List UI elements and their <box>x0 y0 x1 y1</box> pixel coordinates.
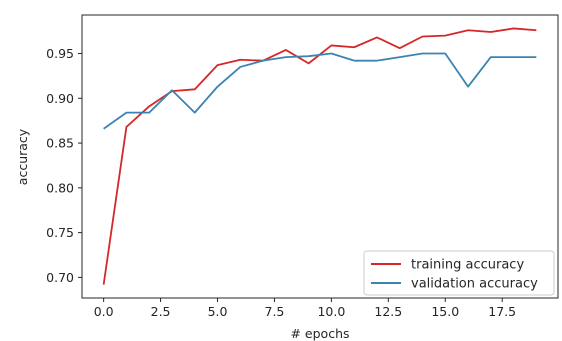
y-tick-label: 0.80 <box>46 180 74 195</box>
y-tick-label: 0.85 <box>46 136 74 151</box>
x-tick-label: 0.0 <box>94 304 114 319</box>
validation-accuracy-line <box>103 52 537 130</box>
y-tick-label: 0.70 <box>46 270 74 285</box>
x-tick-label: 12.5 <box>374 304 402 319</box>
y-tick-label: 0.75 <box>46 225 74 240</box>
x-tick-label: 17.5 <box>488 304 516 319</box>
x-axis-label: # epochs <box>290 326 349 341</box>
legend-label-training: training accuracy <box>411 258 524 273</box>
y-tick-label: 0.90 <box>46 91 74 106</box>
x-axis: 0.0 2.5 5.0 7.5 10.0 12.5 15.0 17.5 <box>94 298 516 319</box>
x-tick-label: 15.0 <box>431 304 459 319</box>
y-axis-label: accuracy <box>15 128 30 185</box>
legend-label-validation: validation accuracy <box>411 277 538 292</box>
series-lines <box>102 27 537 285</box>
x-tick-label: 5.0 <box>208 304 228 319</box>
legend: training accuracy validation accuracy <box>363 250 555 296</box>
y-tick-label: 0.95 <box>46 46 74 61</box>
legend-box <box>363 250 555 296</box>
y-axis: 0.70 0.75 0.80 0.85 0.90 0.95 <box>46 46 82 285</box>
x-tick-label: 2.5 <box>151 304 171 319</box>
x-tick-label: 10.0 <box>317 304 345 319</box>
x-tick-label: 7.5 <box>265 304 285 319</box>
